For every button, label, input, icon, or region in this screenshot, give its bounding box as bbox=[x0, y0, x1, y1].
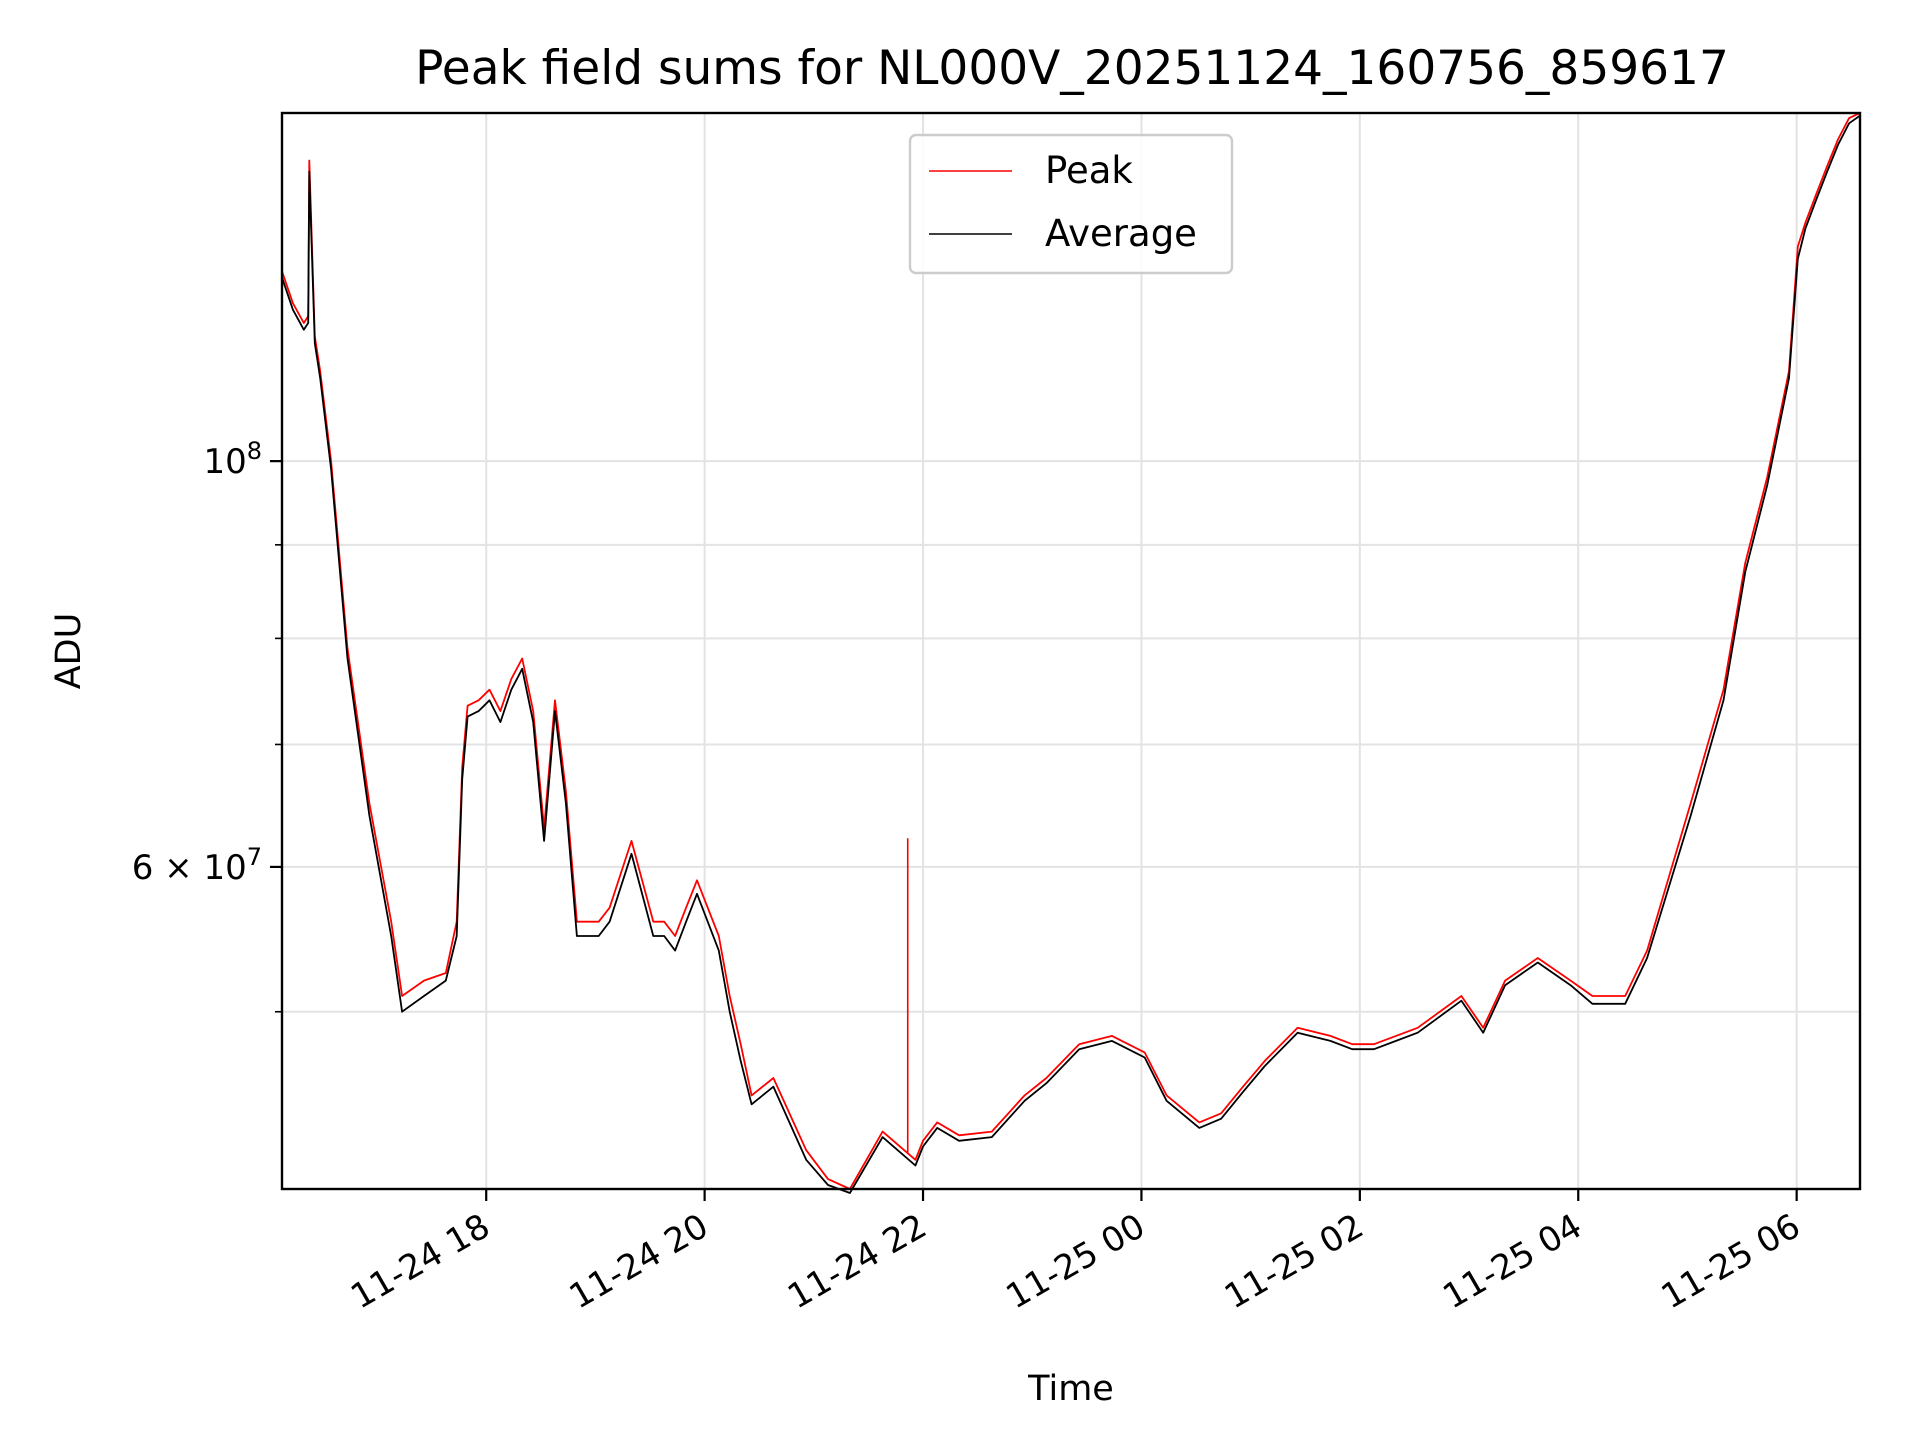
y-axis: 108 6 × 107 bbox=[132, 437, 282, 1013]
x-tick-label: 11-25 06 bbox=[1655, 1206, 1807, 1317]
legend-average-label: Average bbox=[1045, 212, 1197, 255]
x-tick-label: 11-25 04 bbox=[1436, 1206, 1588, 1317]
y-axis-label: ADU bbox=[49, 613, 89, 690]
legend: Peak Average bbox=[908, 133, 1234, 275]
series-line-peak bbox=[281, 112, 1861, 1190]
x-axis: 11-24 18 11-24 20 11-24 22 11-25 00 11-25 02… bbox=[344, 1189, 1807, 1317]
plot-frame bbox=[280, 111, 1862, 1191]
y-tick-label: 6 × 107 bbox=[132, 843, 262, 888]
series-layer bbox=[281, 112, 1861, 1194]
x-tick-label: 11-24 22 bbox=[781, 1206, 933, 1317]
legend-peak-label: Peak bbox=[1045, 149, 1133, 192]
x-tick-label: 11-24 20 bbox=[563, 1206, 715, 1317]
x-tick-label: 11-24 18 bbox=[344, 1206, 496, 1317]
x-tick-label: 11-25 02 bbox=[1218, 1206, 1370, 1317]
x-axis-label: Time bbox=[1027, 1369, 1114, 1409]
legend-box bbox=[908, 133, 1234, 275]
grid bbox=[282, 113, 1860, 1189]
y-tick-label: 108 bbox=[203, 437, 262, 482]
series-line-average bbox=[281, 114, 1861, 1194]
x-tick-label: 11-25 00 bbox=[1000, 1206, 1152, 1317]
chart-title: Peak field sums for NL000V_20251124_1607… bbox=[415, 41, 1729, 96]
